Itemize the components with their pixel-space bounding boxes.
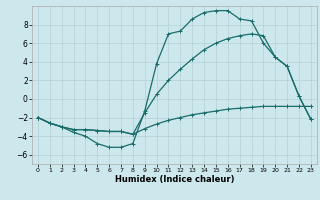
X-axis label: Humidex (Indice chaleur): Humidex (Indice chaleur) [115,175,234,184]
